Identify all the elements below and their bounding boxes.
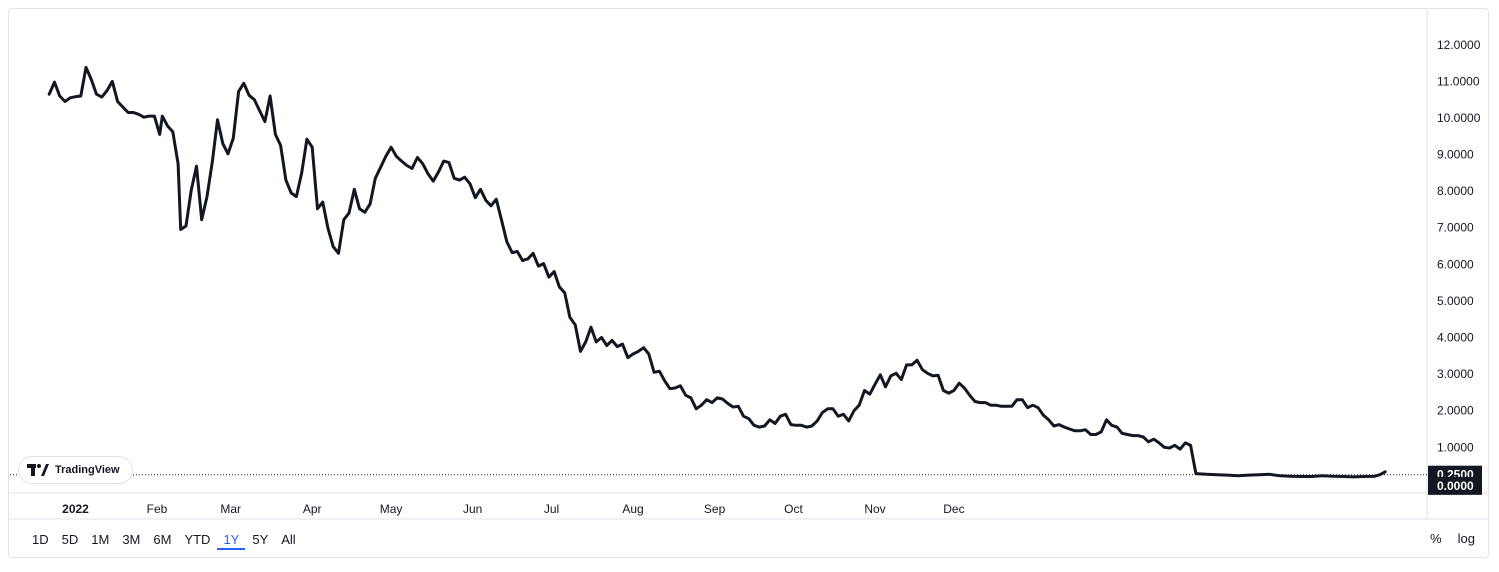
x-tick-label: Mar bbox=[220, 502, 241, 516]
range-button-3m[interactable]: 3M bbox=[122, 532, 141, 547]
x-axis: 2022 Feb Mar Apr May Jun Jul Aug Sep Oct Nov Dec bbox=[9, 492, 1488, 520]
price-line bbox=[47, 65, 1387, 479]
y-tick-label: 5.0000 bbox=[1437, 294, 1474, 308]
range-button-5y[interactable]: 5Y bbox=[252, 532, 269, 547]
scale-controls: % log bbox=[1430, 531, 1475, 546]
y-tick-label: 12.0000 bbox=[1437, 38, 1481, 52]
range-button-1m[interactable]: 1M bbox=[91, 532, 110, 547]
tradingview-logo[interactable]: TradingView bbox=[18, 456, 133, 484]
range-button-1y[interactable]: 1Y bbox=[217, 531, 246, 550]
range-button-1d[interactable]: 1D bbox=[32, 532, 49, 547]
y-axis: 12.0000 11.0000 10.0000 9.0000 8.0000 7.0000 6… bbox=[1426, 10, 1481, 519]
y-tick-label: 10.0000 bbox=[1437, 111, 1481, 125]
x-tick-label: Jun bbox=[463, 502, 482, 516]
percent-scale-toggle[interactable]: % bbox=[1430, 531, 1442, 546]
y-tick-label: 9.0000 bbox=[1437, 148, 1474, 162]
x-tick-label: Jul bbox=[544, 502, 559, 516]
y-tick-label: 7.0000 bbox=[1437, 221, 1474, 235]
x-tick-label: Apr bbox=[303, 502, 322, 516]
x-tick-label: May bbox=[380, 502, 403, 516]
badge-label: 0.0000 bbox=[1437, 479, 1474, 493]
x-tick-label: Feb bbox=[147, 502, 168, 516]
zero-badge bbox=[1428, 476, 1482, 495]
y-tick-label: 8.0000 bbox=[1437, 184, 1474, 198]
x-tick-label: Sep bbox=[704, 502, 726, 516]
time-range-selector: 1D 5D 1M 3M 6M YTD 1Y 5Y All bbox=[26, 531, 303, 550]
range-button-ytd[interactable]: YTD bbox=[184, 532, 211, 547]
y-tick-label: 11.0000 bbox=[1437, 74, 1480, 88]
brand-name: TradingView bbox=[55, 464, 120, 476]
y-tick-label: 3.0000 bbox=[1437, 367, 1474, 381]
x-tick-label: Nov bbox=[864, 502, 885, 516]
range-button-all[interactable]: All bbox=[281, 532, 296, 547]
log-scale-toggle[interactable]: log bbox=[1457, 531, 1475, 546]
range-button-5d[interactable]: 5D bbox=[61, 532, 79, 547]
x-tick-label: Aug bbox=[622, 502, 643, 516]
x-tick-label: 2022 bbox=[62, 502, 89, 516]
y-tick-label: 1.0000 bbox=[1437, 440, 1474, 454]
x-tick-label: Dec bbox=[943, 502, 964, 516]
x-tick-label: Oct bbox=[784, 502, 803, 516]
y-tick-label: 4.0000 bbox=[1437, 330, 1474, 344]
series-layer bbox=[47, 65, 1387, 479]
range-button-6m[interactable]: 6M bbox=[153, 532, 172, 547]
tradingview-logo-icon bbox=[27, 464, 49, 476]
y-tick-label: 6.0000 bbox=[1437, 257, 1474, 271]
y-tick-label: 2.0000 bbox=[1437, 404, 1474, 418]
